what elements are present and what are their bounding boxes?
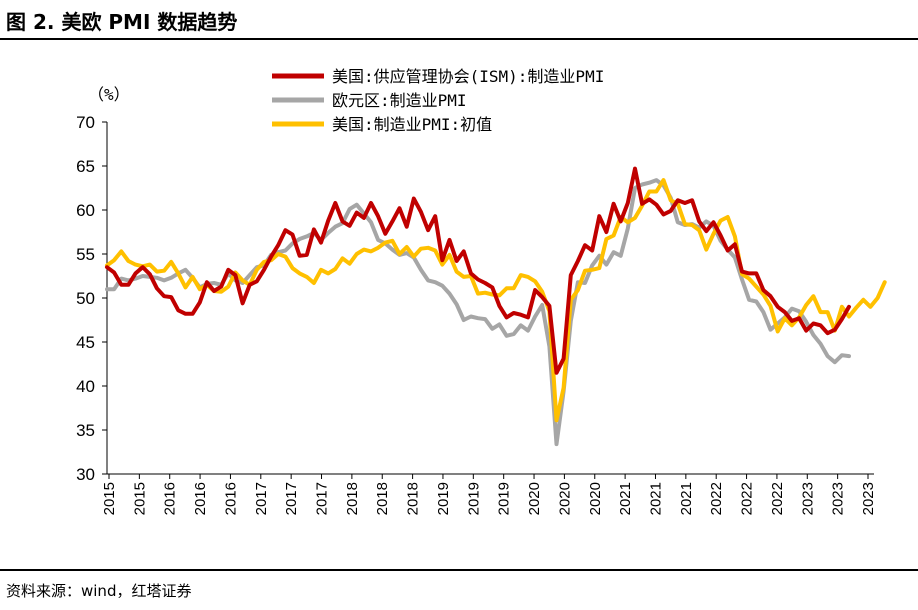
y-tick-label: 45: [76, 333, 95, 352]
x-tick-label: 2019: [465, 482, 482, 515]
legend-label-0: 美国:供应管理协会(ISM):制造业PMI: [332, 67, 604, 86]
axes: 30 35 40 45 50 55 60 65 70 2015 2015 2016 2016 2016 20…: [76, 113, 877, 515]
legend-label-2: 美国:制造业PMI:初值: [332, 115, 492, 134]
x-tick-label: 2022: [769, 482, 786, 515]
x-tick-label: 2016: [162, 482, 179, 515]
y-tick-label: 65: [76, 157, 95, 176]
x-tick-label: 2021: [617, 482, 634, 515]
x-tick-label: 2017: [253, 482, 270, 515]
series-layer: [105, 166, 887, 447]
legend: 美国:供应管理协会(ISM):制造业PMI 欧元区:制造业PMI 美国:制造业PMI…: [272, 67, 604, 134]
x-tick-label: 2020: [526, 482, 543, 515]
x-tick-label: 2021: [647, 482, 664, 515]
top-rule: [0, 38, 918, 40]
y-tick-label: 40: [76, 377, 95, 396]
x-tick-label: 2018: [405, 482, 422, 515]
x-tick-label: 2020: [556, 482, 573, 515]
legend-label-1: 欧元区:制造业PMI: [332, 91, 467, 110]
y-tick-label: 50: [76, 289, 95, 308]
x-tick-label: 2016: [222, 482, 239, 515]
x-tick-label: 2023: [799, 482, 816, 515]
x-tick-label: 2015: [131, 482, 148, 515]
source-note: 资料来源：wind，红塔证券: [6, 582, 192, 600]
x-tick-label: 2018: [344, 482, 361, 515]
x-tick-label: 2023: [830, 482, 847, 515]
figure-title: 图 2. 美欧 PMI 数据趋势: [6, 10, 238, 34]
x-tick-label: 2018: [374, 482, 391, 515]
x-tick-label: 2021: [678, 482, 695, 515]
y-tick-label: 35: [76, 421, 95, 440]
series-line-0: [105, 166, 851, 375]
x-tick-label: 2023: [860, 482, 877, 515]
y-tick-label: 60: [76, 201, 95, 220]
series-line-1: [105, 178, 851, 447]
x-tick-label: 2015: [101, 482, 118, 515]
x-tick-label: 2017: [314, 482, 331, 515]
x-tick-label: 2019: [496, 482, 513, 515]
y-tick-label: 55: [76, 245, 95, 264]
x-tick-label: 2017: [283, 482, 300, 515]
x-tick-label: 2019: [435, 482, 452, 515]
x-tick-label: 2022: [739, 482, 756, 515]
y-tick-label: 70: [76, 113, 95, 132]
x-tick-label: 2022: [708, 482, 725, 515]
x-tick-label: 2020: [587, 482, 604, 515]
y-tick-label: 30: [76, 465, 95, 484]
x-tick-label: 2016: [192, 482, 209, 515]
y-unit-label: （%）: [88, 85, 130, 104]
bottom-rule: [0, 569, 918, 571]
